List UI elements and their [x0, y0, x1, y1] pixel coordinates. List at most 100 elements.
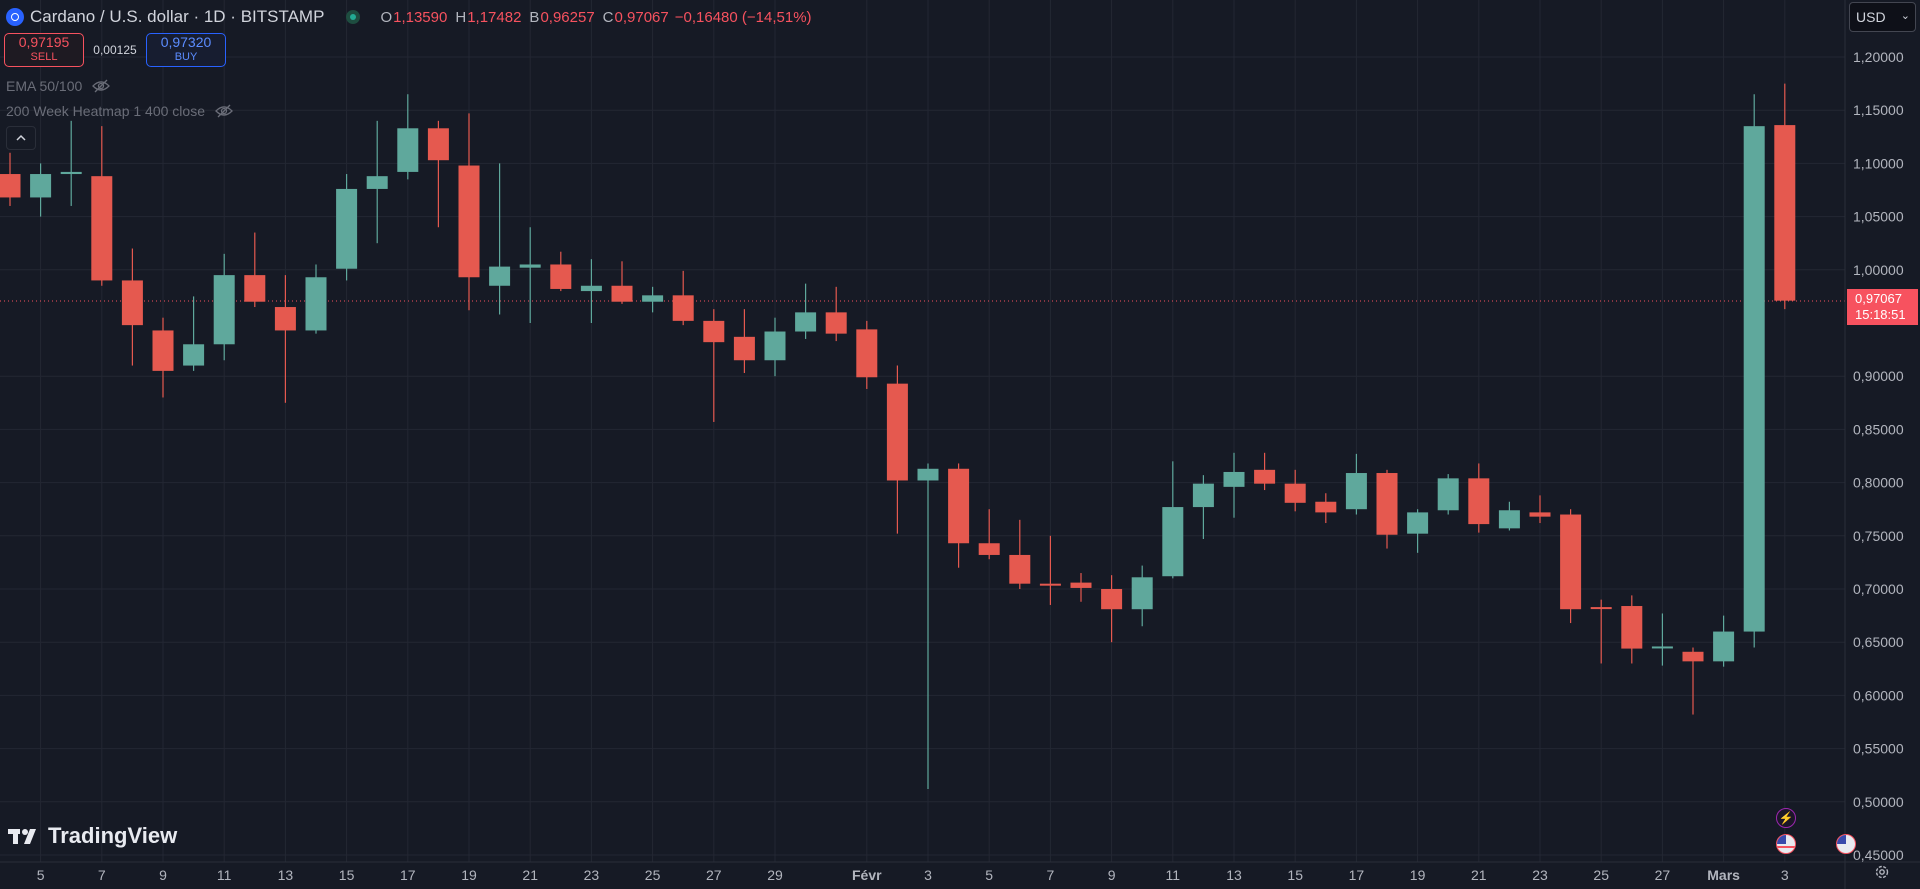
- candle[interactable]: [795, 283, 817, 339]
- sell-price: 0,97195: [18, 34, 70, 50]
- candle[interactable]: [1529, 495, 1551, 524]
- time-tick-label: Mars: [1707, 867, 1740, 883]
- collapse-legend-button[interactable]: [6, 126, 36, 150]
- candle[interactable]: [0, 152, 21, 206]
- candle[interactable]: [458, 113, 480, 311]
- us-flag-event-icon[interactable]: [1836, 834, 1856, 854]
- change-value: −0,16480 (−14,51%): [674, 8, 812, 26]
- candle[interactable]: [366, 120, 388, 244]
- candle[interactable]: [611, 261, 633, 304]
- candle[interactable]: [1009, 519, 1031, 589]
- last-price-value: 0,97067: [1855, 291, 1902, 306]
- candle-body: [1284, 483, 1306, 503]
- candle-body: [1315, 501, 1337, 513]
- candle[interactable]: [642, 286, 664, 313]
- sell-button[interactable]: 0,97195 SELL: [4, 33, 84, 67]
- time-tick-label: 3: [924, 867, 932, 883]
- hidden-eye-icon[interactable]: [215, 104, 233, 118]
- candle[interactable]: [121, 248, 143, 366]
- candle[interactable]: [305, 264, 327, 334]
- candle[interactable]: [336, 174, 358, 281]
- candle[interactable]: [886, 365, 908, 534]
- candle-body: [856, 329, 878, 378]
- candle[interactable]: [274, 275, 296, 403]
- candle[interactable]: [1223, 452, 1245, 518]
- candle[interactable]: [825, 286, 847, 342]
- candle[interactable]: [1743, 94, 1765, 648]
- candle[interactable]: [733, 309, 755, 374]
- price-tick-label: 1,00000: [1853, 262, 1904, 278]
- candle[interactable]: [1345, 453, 1367, 515]
- candle[interactable]: [1498, 501, 1520, 531]
- candle[interactable]: [1162, 461, 1184, 579]
- open-value: 1,13590: [393, 8, 448, 26]
- candle[interactable]: [1407, 509, 1429, 553]
- market-status-icon[interactable]: [346, 10, 361, 24]
- lightning-icon[interactable]: ⚡: [1776, 808, 1796, 828]
- buy-button[interactable]: 0,97320 BUY: [146, 33, 226, 67]
- candle[interactable]: [1468, 463, 1490, 533]
- candle[interactable]: [1131, 565, 1153, 627]
- time-tick-label: 23: [584, 867, 600, 883]
- candle[interactable]: [1713, 615, 1735, 667]
- time-tick-label: 11: [1166, 867, 1181, 883]
- candle[interactable]: [519, 227, 541, 323]
- indicator-heatmap[interactable]: 200 Week Heatmap 1 400 close: [6, 103, 233, 119]
- candle[interactable]: [1437, 474, 1459, 515]
- candle-body: [30, 174, 52, 198]
- candle[interactable]: [1376, 469, 1398, 549]
- price-tick-label: 0,65000: [1853, 634, 1904, 650]
- candle[interactable]: [764, 317, 786, 377]
- candle[interactable]: [213, 253, 235, 361]
- candle[interactable]: [1192, 475, 1214, 539]
- buy-label: BUY: [174, 51, 198, 63]
- tradingview-logo[interactable]: TradingView: [8, 823, 177, 849]
- currency-select[interactable]: USD ⌄: [1849, 2, 1916, 32]
- candle[interactable]: [427, 120, 449, 228]
- time-tick-label: 27: [1655, 867, 1671, 883]
- candle[interactable]: [948, 463, 970, 568]
- candle[interactable]: [917, 463, 939, 790]
- candle[interactable]: [1621, 595, 1643, 664]
- candle[interactable]: [1254, 452, 1276, 491]
- candle[interactable]: [672, 270, 694, 326]
- candle[interactable]: [1070, 573, 1092, 602]
- us-flag-event-icon[interactable]: [1776, 834, 1796, 854]
- candle[interactable]: [397, 94, 419, 180]
- indicator-ema[interactable]: EMA 50/100: [6, 78, 111, 94]
- candle[interactable]: [152, 317, 174, 398]
- candle[interactable]: [1039, 535, 1061, 605]
- candle[interactable]: [30, 163, 52, 217]
- gear-icon[interactable]: [1874, 864, 1890, 880]
- candle[interactable]: [580, 259, 602, 323]
- price-tick-label: 0,60000: [1853, 687, 1904, 703]
- candle[interactable]: [91, 126, 113, 286]
- candle-body: [336, 188, 358, 269]
- candle-body: [580, 285, 602, 292]
- candle[interactable]: [1284, 469, 1306, 512]
- candle[interactable]: [244, 232, 266, 308]
- candle-body: [1743, 126, 1765, 632]
- candle[interactable]: [1560, 509, 1582, 624]
- candle[interactable]: [1774, 83, 1796, 310]
- candle-body: [1009, 554, 1031, 584]
- candle[interactable]: [703, 309, 725, 422]
- hidden-eye-icon[interactable]: [92, 79, 111, 93]
- candle[interactable]: [183, 296, 205, 371]
- time-tick-label: 27: [706, 867, 722, 883]
- symbol-title[interactable]: Cardano / U.S. dollar · 1D · BITSTAMP: [30, 7, 325, 26]
- candle[interactable]: [1682, 647, 1704, 715]
- candle[interactable]: [1590, 599, 1612, 664]
- candle[interactable]: [1101, 575, 1123, 643]
- candle[interactable]: [1651, 613, 1673, 666]
- candle[interactable]: [856, 320, 878, 389]
- candle[interactable]: [1315, 493, 1337, 524]
- candle[interactable]: [550, 251, 572, 292]
- price-tick-label: 0,45000: [1853, 847, 1904, 863]
- candle[interactable]: [489, 163, 511, 315]
- candle-body: [213, 275, 235, 345]
- candle[interactable]: [60, 120, 82, 206]
- candle[interactable]: [978, 509, 1000, 560]
